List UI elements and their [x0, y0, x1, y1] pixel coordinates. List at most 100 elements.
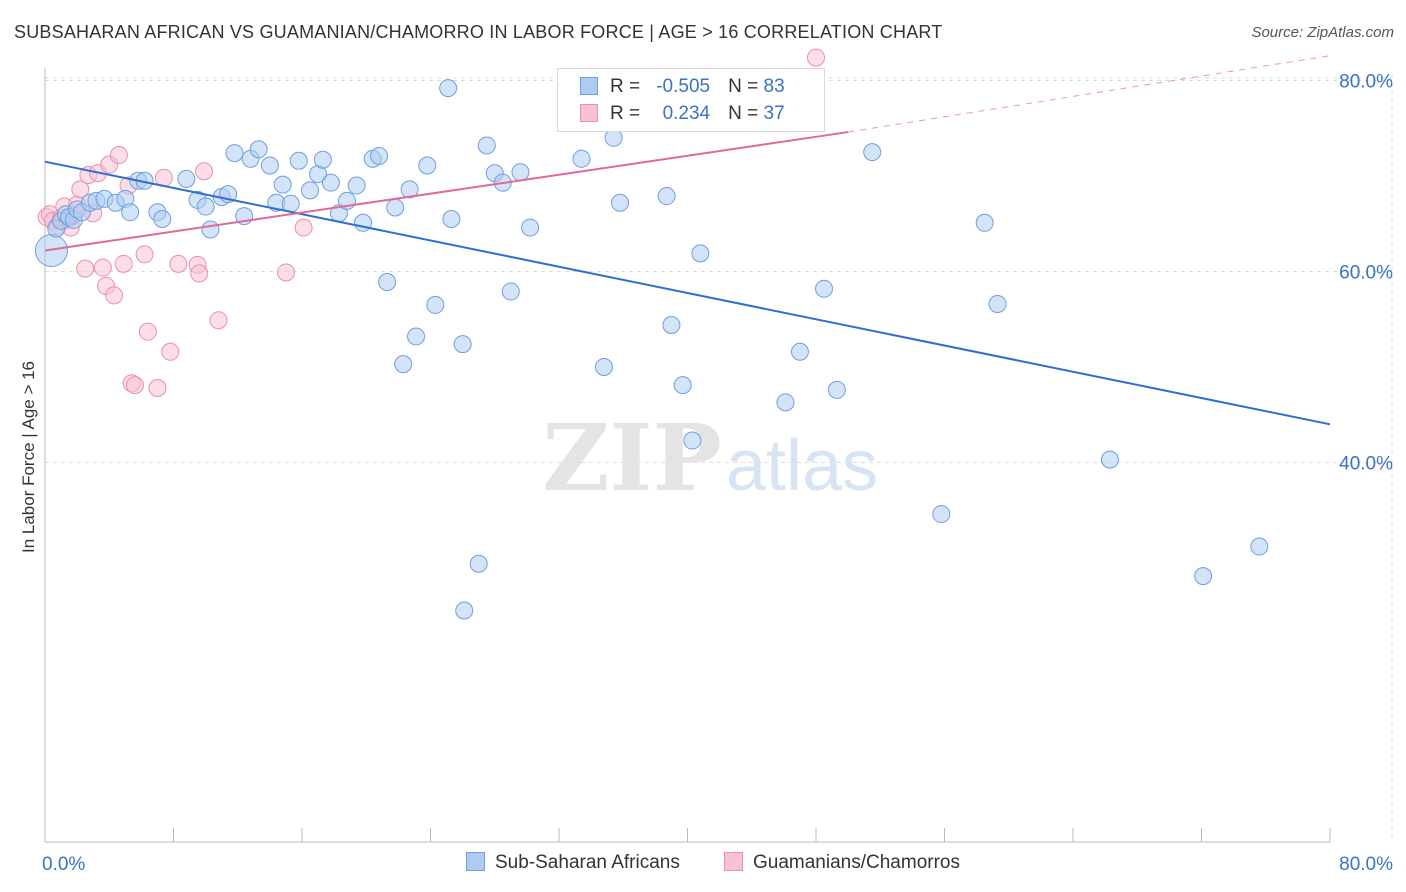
point-subsaharan	[683, 431, 702, 450]
point-guamanian	[807, 48, 825, 67]
legend-item-subsaharan[interactable]: Sub-Saharan Africans	[466, 852, 680, 874]
point-subsaharan	[301, 181, 320, 200]
point-subsaharan	[196, 197, 215, 216]
point-subsaharan	[177, 169, 196, 188]
point-subsaharan	[153, 209, 172, 228]
point-subsaharan	[442, 209, 461, 228]
legend-label: Guamanians/Chamorros	[753, 852, 960, 873]
point-subsaharan	[281, 194, 300, 213]
point-subsaharan	[418, 156, 437, 175]
chart-title: SUBSAHARAN AFRICAN VS GUAMANIAN/CHAMORRO…	[14, 22, 943, 42]
legend-swatch-pink	[724, 852, 743, 871]
point-subsaharan	[501, 282, 520, 301]
point-subsaharan	[657, 187, 676, 206]
point-subsaharan	[225, 144, 244, 163]
point-guamanian	[148, 379, 167, 398]
point-subsaharan	[776, 393, 795, 412]
trend-lines	[44, 55, 1331, 426]
point-subsaharan	[932, 505, 951, 524]
point-subsaharan	[407, 327, 426, 346]
point-subsaharan	[289, 151, 308, 170]
point-subsaharan	[347, 176, 366, 195]
point-guamanian	[76, 259, 95, 278]
point-guamanian	[109, 145, 128, 164]
y-tick-label: 60.0%	[1339, 263, 1393, 284]
point-subsaharan	[370, 146, 389, 165]
trend-line-guamanian-extension	[848, 55, 1331, 133]
x-tick-label: 80.0%	[1339, 854, 1393, 875]
point-guamanian	[190, 264, 209, 283]
point-subsaharan	[662, 315, 681, 334]
legend-r-value: 0.234	[662, 103, 711, 124]
legend-swatch-pink	[580, 104, 598, 122]
point-subsaharan	[815, 279, 834, 298]
legend-item-guamanian[interactable]: Guamanians/Chamorros	[724, 852, 960, 874]
point-subsaharan	[400, 180, 419, 199]
point-subsaharan	[988, 294, 1007, 313]
point-subsaharan	[455, 601, 474, 620]
point-guamanian	[114, 254, 133, 273]
point-subsaharan	[594, 358, 613, 376]
point-guamanian	[161, 342, 180, 361]
point-subsaharan	[394, 355, 413, 374]
legend-row-subsaharan: R = -0.505 N = 83	[580, 76, 785, 98]
point-subsaharan	[469, 554, 488, 573]
series-subsaharan-points	[34, 79, 1269, 620]
point-subsaharan	[691, 244, 710, 263]
point-subsaharan	[975, 213, 994, 232]
point-guamanian	[125, 376, 144, 395]
point-guamanian	[169, 254, 188, 273]
axis-labels: 100.0%80.0%60.0%40.0%0.0%80.0%	[42, 72, 1393, 876]
point-guamanian	[195, 162, 214, 181]
point-subsaharan	[273, 175, 292, 194]
legend-label: Sub-Saharan Africans	[495, 852, 680, 873]
point-subsaharan	[201, 220, 220, 239]
point-guamanian	[294, 218, 313, 237]
point-subsaharan	[313, 150, 332, 169]
legend-r-label: R =	[610, 103, 641, 124]
point-guamanian	[135, 245, 154, 264]
point-subsaharan	[426, 295, 445, 314]
legend-r-value: -0.505	[656, 76, 711, 97]
source-label: Source: ZipAtlas.com	[1251, 24, 1394, 41]
point-subsaharan	[260, 156, 279, 175]
point-subsaharan	[827, 380, 846, 399]
point-subsaharan	[572, 149, 591, 168]
point-subsaharan	[439, 79, 458, 98]
point-guamanian	[93, 258, 112, 277]
point-subsaharan	[249, 140, 268, 159]
point-guamanian	[71, 180, 90, 199]
point-subsaharan	[673, 376, 692, 395]
point-subsaharan	[477, 136, 496, 155]
watermark-atlas: atlas	[726, 426, 878, 506]
legend-row-guamanian: R = 0.234 N = 37	[580, 103, 785, 125]
y-tick-label: 40.0%	[1339, 454, 1393, 475]
axes	[44, 68, 1331, 843]
point-subsaharan	[611, 193, 630, 212]
correlation-legend: R = -0.505 N = 83 R = 0.234 N = 37	[557, 68, 825, 132]
point-subsaharan	[1194, 567, 1213, 586]
legend-swatch-blue	[466, 852, 485, 871]
trend-line-guamanian	[44, 131, 849, 252]
point-guamanian	[105, 286, 124, 305]
watermark-zip: ZIP	[542, 404, 721, 512]
point-subsaharan	[386, 198, 405, 217]
legend-r-label: R =	[610, 76, 641, 97]
watermark: ZIP atlas	[542, 404, 878, 512]
point-subsaharan	[378, 273, 397, 292]
point-subsaharan	[521, 218, 540, 237]
point-subsaharan	[121, 203, 140, 222]
trend-line-subsaharan	[44, 160, 1331, 426]
point-subsaharan	[790, 342, 809, 361]
legend-n-label: N =	[728, 103, 759, 124]
y-axis-label: In Labor Force | Age > 16	[19, 360, 38, 554]
legend-n-value: 37	[763, 103, 785, 124]
x-tick-label: 0.0%	[42, 854, 85, 875]
legend-n-value: 83	[763, 76, 785, 97]
point-subsaharan	[321, 173, 340, 192]
point-subsaharan	[511, 163, 530, 182]
point-subsaharan	[863, 143, 882, 162]
point-subsaharan	[1250, 537, 1269, 556]
point-subsaharan	[1100, 450, 1119, 469]
